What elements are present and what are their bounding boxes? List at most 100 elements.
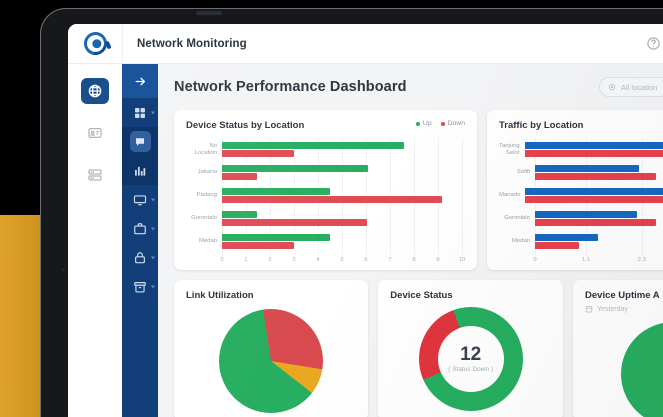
sidebar-item-analytics[interactable] [122, 156, 158, 185]
card-grid: Device Status by Location Up Down [158, 110, 663, 417]
chart-bar [222, 188, 330, 195]
laptop-side-dot [62, 268, 65, 271]
sidebar-item-assets[interactable] [122, 214, 158, 243]
calendar-icon [585, 306, 593, 313]
topbar-divider [122, 24, 123, 64]
chart-bar [524, 142, 663, 149]
donut-center-label: 12 ( Status Down ) [448, 344, 494, 374]
app-screen: Network Monitoring [68, 24, 663, 417]
axis-tick-label: 0 [533, 257, 537, 263]
chart-bar [535, 165, 640, 172]
help-circle-icon[interactable] [646, 36, 661, 51]
chart-bar [222, 173, 257, 180]
chart-row: Manado [499, 184, 663, 207]
location-filter-label: All location [621, 82, 658, 92]
chart-row: Gorontalo [186, 207, 465, 230]
chart-bar-group [525, 186, 663, 205]
dashboard-content: Network Performance Dashboard All locati… [158, 64, 663, 417]
chart-bar-group [222, 140, 465, 159]
sidebar-item-security[interactable] [122, 243, 158, 272]
chart-rows: No Location Jakarta Padang Gorontalo Medan [186, 138, 465, 253]
chart-category-label: Tanjung Selor [499, 142, 520, 156]
chart-bar [535, 219, 656, 226]
chart-bar-group [535, 232, 663, 251]
chart-bar [222, 234, 330, 241]
card-title: Link Utilization [186, 290, 254, 301]
card-row-top: Device Status by Location Up Down [174, 110, 663, 270]
chart-bar-group [222, 232, 465, 251]
sidebar-collapse-button[interactable] [122, 64, 158, 98]
sidebar-item-messages[interactable] [122, 127, 158, 156]
chart-bar [535, 173, 656, 180]
app-body: Network Performance Dashboard All locati… [68, 64, 663, 417]
primary-sidebar [122, 64, 158, 417]
axis-tick-label: 5 [340, 257, 344, 263]
sidebar-item-dashboard[interactable] [122, 98, 158, 127]
chart-bar-group [222, 163, 465, 182]
chevron-down-icon [151, 198, 155, 201]
axis-tick-label: 1 [244, 257, 248, 263]
legend-item-down: Down [440, 120, 465, 127]
network-logo-icon [78, 27, 112, 60]
chart-bar [222, 219, 368, 226]
axis-tick-label: 0 [220, 257, 224, 263]
app-topbar: Network Monitoring [68, 24, 663, 64]
chart-bar [222, 142, 405, 149]
legend-label-up: Up [422, 120, 432, 127]
legend-dot-up [415, 121, 420, 126]
dashboard-header: Network Performance Dashboard All locati… [158, 64, 663, 110]
donut-caption: ( Status Down ) [448, 366, 494, 373]
axis-tick-label: 10 [458, 257, 466, 263]
chart-bar-group [524, 140, 663, 159]
chart-bar-group [222, 209, 465, 228]
card-title: Device Uptime A [585, 290, 660, 301]
rail-item-globe[interactable] [81, 78, 109, 104]
chevron-down-icon [151, 227, 155, 230]
donut-value: 12 [460, 344, 482, 365]
app-title: Network Monitoring [137, 37, 247, 50]
rail-item-server[interactable] [81, 162, 109, 188]
chart-category-label: Gorontalo [191, 215, 217, 222]
chart-bar [222, 242, 294, 249]
chart-x-axis: 0 1.1 2.3 [533, 255, 663, 266]
chart-category-label: Padang [196, 192, 217, 199]
chart-bar [524, 150, 663, 157]
donut-chart-device-uptime [621, 322, 663, 417]
sidebar-item-devices[interactable] [122, 185, 158, 214]
speech-bubble-icon [129, 131, 151, 152]
chart-category-label: Medan [198, 238, 217, 245]
axis-tick-label: 2 [268, 257, 272, 263]
bar-chart-traffic: Tanjung Selor Sofifi Manado Gorontalo Medan 0… [499, 138, 663, 266]
chart-x-axis: 0 1 2 3 4 5 6 7 8 9 10 [220, 255, 466, 266]
chart-category-label: Manado [499, 192, 521, 199]
sidebar-item-archive[interactable] [122, 272, 158, 301]
chart-bar [222, 150, 294, 157]
chart-bar-group [222, 186, 465, 205]
chart-row: Medan [186, 230, 465, 253]
axis-tick-label: 8 [412, 257, 416, 263]
location-filter-select[interactable]: All location [599, 77, 663, 97]
card-link-utilization: Link Utilization [174, 280, 369, 417]
axis-tick-label: 4 [316, 257, 320, 263]
laptop-camera-bar [196, 11, 222, 15]
chart-bar [525, 188, 663, 195]
donut-hole [437, 326, 504, 392]
chart-row: Gorontalo [499, 207, 663, 230]
sidebar-active-group [122, 127, 158, 185]
axis-tick-label: 2.3 [637, 257, 646, 263]
chart-bar [535, 242, 580, 249]
chart-bar-group [535, 163, 663, 182]
chart-bar [222, 196, 442, 203]
rail-item-id-card[interactable] [81, 120, 109, 146]
app-logo[interactable] [68, 27, 122, 60]
topbar-actions [646, 36, 663, 51]
legend-label-down: Down [447, 120, 465, 127]
card-subtitle: Yesterday [585, 305, 663, 313]
chart-category-label: Medan [511, 238, 530, 245]
card-title: Traffic by Location [499, 120, 584, 131]
card-device-status-by-location: Device Status by Location Up Down [174, 110, 477, 270]
card-title: Device Status [390, 290, 453, 301]
chart-row: Tanjung Selor [499, 138, 663, 161]
pie-chart-link-utilization [219, 309, 324, 413]
